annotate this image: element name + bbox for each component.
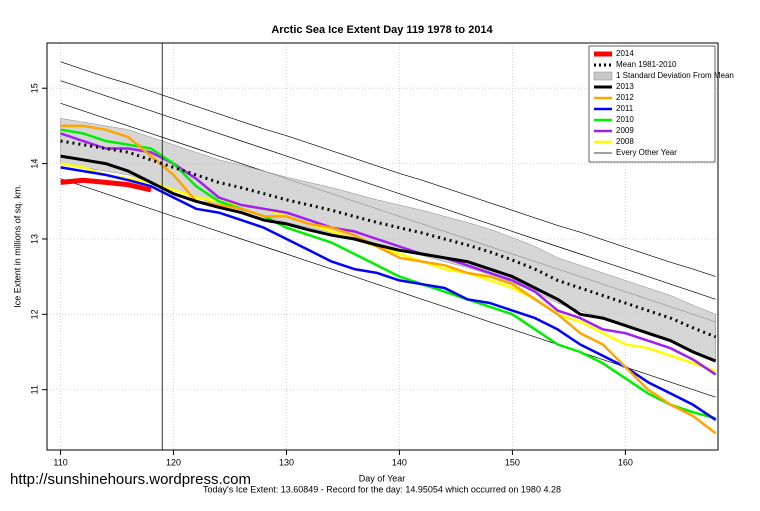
x-tick-label: 120 <box>166 457 181 467</box>
plot-frame <box>46 42 719 451</box>
legend-label: 2010 <box>616 115 634 124</box>
y-tick-label: 13 <box>29 234 39 244</box>
background-year-line <box>60 80 716 300</box>
legend-label: 1 Standard Deviation From Mean <box>616 71 734 80</box>
series-line <box>60 154 717 363</box>
series-line <box>60 177 152 193</box>
x-tick-label: 110 <box>53 457 67 467</box>
legend-label: Mean 1981-2010 <box>616 60 677 69</box>
x-axis-label: Day of Year <box>359 473 406 483</box>
legend-label: 2008 <box>616 137 634 146</box>
x-tick-label: 150 <box>505 457 520 467</box>
background-year-line <box>60 61 716 277</box>
legend-label: Every Other Year <box>616 148 677 157</box>
x-tick-label: 160 <box>618 457 633 467</box>
series-line <box>60 166 717 421</box>
legend-label: 2013 <box>616 82 634 91</box>
footer: Today's Ice Extent: 13.60849 - Record fo… <box>203 484 561 494</box>
y-tick-label: 15 <box>29 83 39 93</box>
y-tick-label: 12 <box>29 309 39 319</box>
series-line <box>60 124 717 435</box>
series-line <box>60 128 717 420</box>
y-tick-label: 14 <box>29 159 39 169</box>
x-tick-label: 140 <box>392 457 407 467</box>
legend-swatch <box>593 71 613 81</box>
y-tick-label: 11 <box>29 385 39 394</box>
x-tick-label: 130 <box>279 457 294 467</box>
legend-label: 2014 <box>616 49 634 58</box>
legend-label: 2011 <box>616 104 634 113</box>
watermark: http://sunshinehours.wordpress.com <box>10 471 251 488</box>
legend-label: 2009 <box>616 126 634 135</box>
y-axis-label: Ice Extent in millions of sq. km. <box>12 184 22 308</box>
series-line <box>60 162 717 373</box>
background-year-line <box>60 178 716 398</box>
chart-title: Arctic Sea Ice Extent Day 119 1978 to 20… <box>271 24 493 36</box>
legend-label: 2012 <box>616 93 634 102</box>
